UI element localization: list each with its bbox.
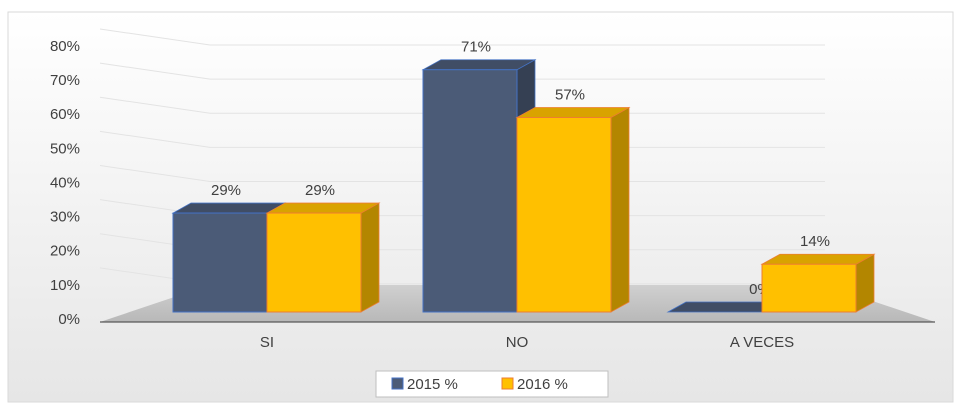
bar-face: [760, 253, 876, 265]
value-label: 29%: [305, 182, 335, 199]
x-tick-label: A VECES: [730, 334, 794, 351]
value-label: 71%: [461, 39, 491, 56]
bar-face: [265, 202, 381, 214]
y-tick-label: 20%: [50, 243, 80, 260]
bar-face: [761, 263, 857, 313]
bar-face: [266, 212, 362, 313]
bar-face: [172, 212, 268, 313]
bar-face: [360, 202, 380, 313]
y-tick-label: 60%: [50, 106, 80, 123]
legend-label: 2016 %: [517, 376, 568, 393]
y-tick-label: 80%: [50, 38, 80, 55]
x-tick-label: SI: [260, 334, 274, 351]
bar: [515, 106, 631, 313]
grid-line: [99, 28, 825, 46]
y-tick-label: 10%: [50, 277, 80, 294]
y-tick-label: 0%: [58, 311, 80, 328]
value-label: 57%: [555, 86, 585, 103]
x-tick-label: NO: [506, 334, 529, 351]
legend-label: 2015 %: [407, 376, 458, 393]
y-tick-label: 50%: [50, 140, 80, 157]
bar: [265, 202, 381, 313]
value-label: 29%: [211, 182, 241, 199]
legend: [375, 370, 609, 398]
y-tick-label: 30%: [50, 209, 80, 226]
bar-face: [422, 69, 518, 313]
bar-face: [516, 116, 612, 313]
bar-face: [515, 107, 631, 118]
legend-swatch: [391, 377, 404, 390]
bar-face: [610, 106, 630, 313]
bar: [760, 253, 876, 313]
value-label: 14%: [800, 233, 830, 250]
bar-face: [171, 202, 287, 214]
grid-line: [99, 62, 825, 80]
y-tick-label: 40%: [50, 174, 80, 191]
legend-swatch: [501, 377, 514, 390]
y-tick-label: 70%: [50, 72, 80, 89]
bar-face: [421, 59, 537, 71]
